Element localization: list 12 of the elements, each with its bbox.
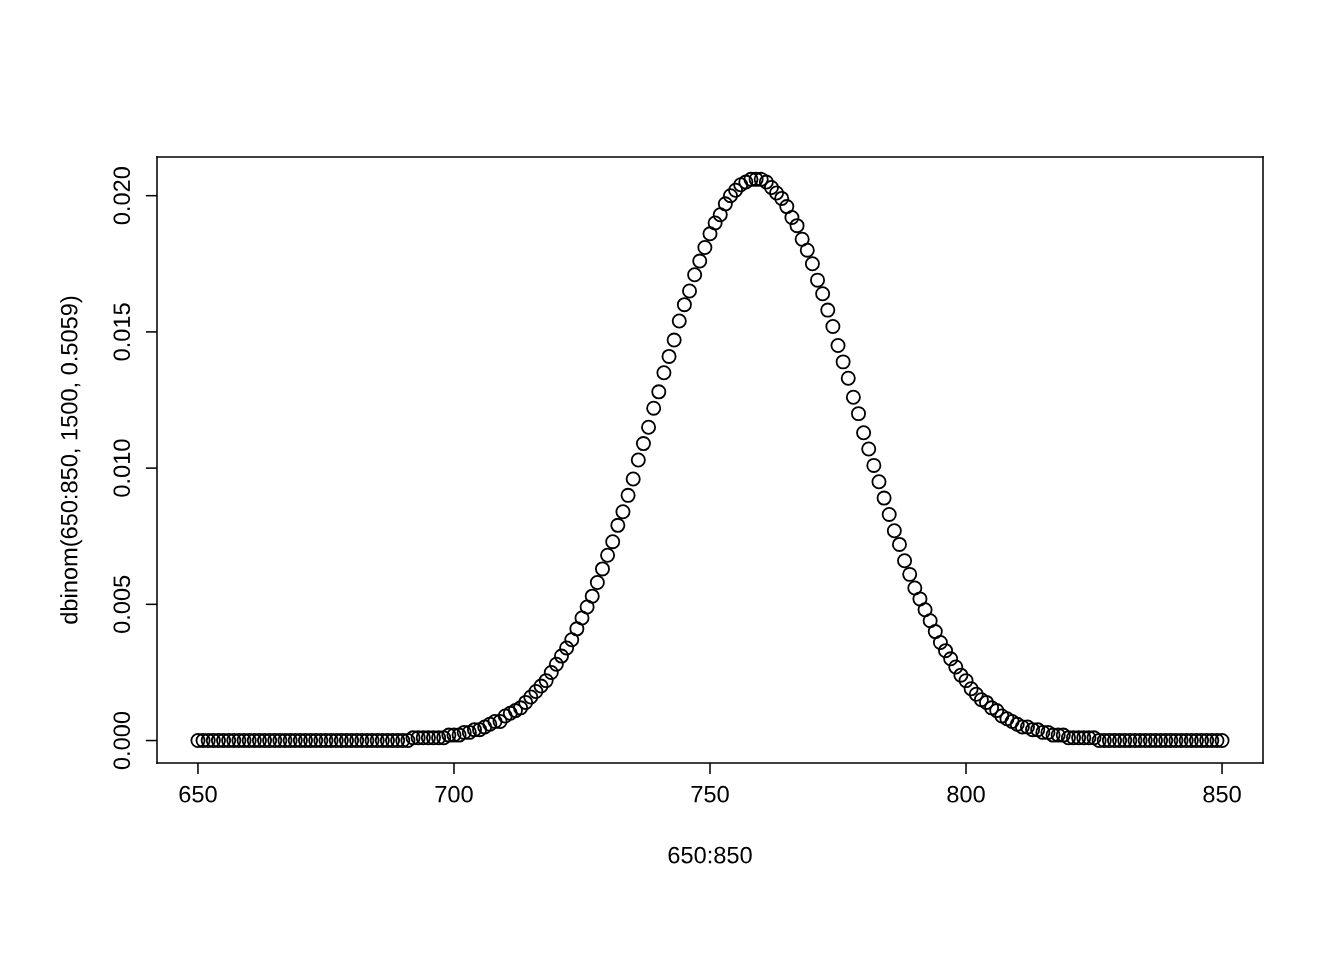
x-tick-label: 800 bbox=[947, 785, 985, 803]
y-tick-label: 0.010 bbox=[113, 439, 131, 497]
y-axis-title: dbinom(650:850, 1500, 0.5059) bbox=[60, 296, 83, 624]
x-axis-title: 650:850 bbox=[668, 846, 752, 864]
x-tick-label: 700 bbox=[435, 785, 473, 803]
x-tick-label: 750 bbox=[691, 785, 729, 803]
y-tick-label: 0.005 bbox=[113, 575, 131, 633]
x-tick-label: 650 bbox=[179, 785, 217, 803]
y-tick-label: 0.000 bbox=[113, 711, 131, 770]
y-tick-label: 0.020 bbox=[113, 167, 131, 225]
y-tick-label: 0.015 bbox=[113, 303, 131, 361]
x-tick-label: 850 bbox=[1203, 785, 1241, 803]
